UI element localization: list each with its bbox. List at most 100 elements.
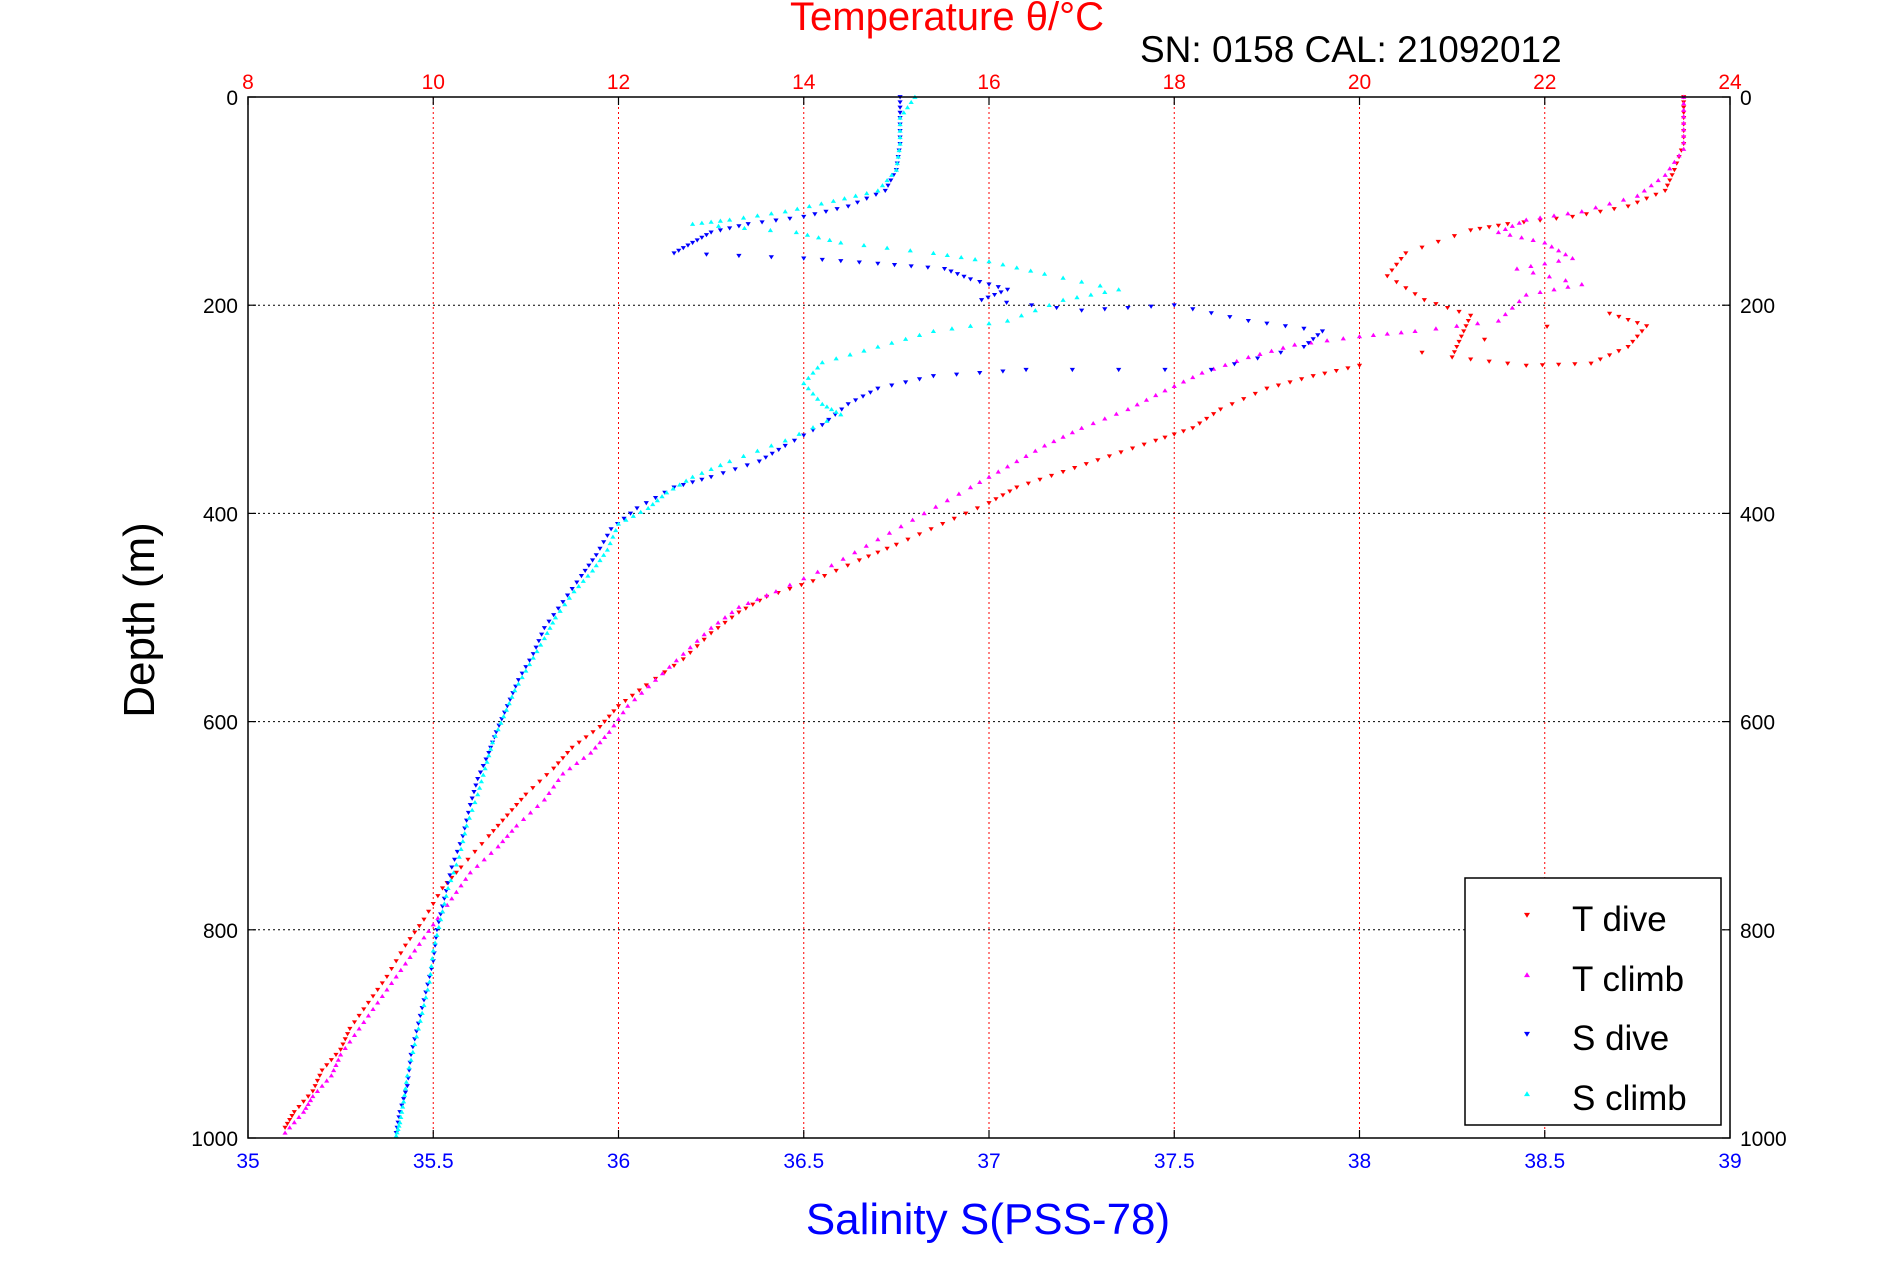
y-axis-title: Depth (m) <box>115 522 164 718</box>
data-point <box>467 870 473 875</box>
data-point <box>546 619 552 624</box>
data-point <box>296 1114 302 1119</box>
data-point <box>833 568 839 573</box>
data-point <box>342 1037 348 1042</box>
data-point <box>974 506 981 511</box>
data-point <box>467 803 473 808</box>
data-point <box>694 638 700 643</box>
data-point <box>699 220 705 225</box>
data-point <box>832 412 838 417</box>
data-point <box>1333 368 1339 374</box>
data-point <box>643 501 649 506</box>
data-point <box>504 813 510 818</box>
data-point <box>805 386 811 391</box>
data-point <box>519 671 525 676</box>
data-point <box>1287 380 1293 385</box>
data-point <box>1551 287 1557 292</box>
data-point <box>717 462 723 468</box>
data-point <box>671 251 677 256</box>
data-point <box>551 766 557 771</box>
data-point <box>589 558 596 563</box>
data-point <box>335 1057 341 1062</box>
data-point <box>951 516 957 521</box>
data-point <box>1060 297 1066 302</box>
data-point <box>555 606 561 611</box>
data-point <box>425 987 431 992</box>
data-point <box>897 115 903 120</box>
data-point <box>1079 308 1085 313</box>
data-point <box>463 876 469 881</box>
data-point <box>1546 274 1552 279</box>
data-point <box>627 511 634 516</box>
data-point <box>810 425 816 430</box>
data-point <box>703 252 710 257</box>
data-point <box>944 498 950 503</box>
data-point <box>463 818 470 823</box>
data-point <box>574 580 580 585</box>
data-point <box>1060 469 1066 475</box>
data-point <box>694 238 700 243</box>
data-point <box>805 375 811 380</box>
data-point <box>1384 331 1390 336</box>
data-point <box>1393 262 1400 267</box>
data-point <box>472 849 478 855</box>
data-point <box>978 298 985 303</box>
data-point <box>891 263 898 268</box>
data-point <box>287 1125 293 1130</box>
data-point <box>1403 286 1409 291</box>
data-point <box>903 336 909 341</box>
data-point <box>763 455 769 460</box>
salinity-tick-label: 38.5 <box>1524 1150 1565 1173</box>
data-point <box>1509 305 1515 310</box>
data-point <box>853 193 859 198</box>
data-point <box>408 1052 414 1058</box>
data-point <box>1171 432 1177 437</box>
data-point <box>754 596 761 602</box>
data-point <box>1282 324 1288 329</box>
data-point <box>319 1068 325 1073</box>
data-point <box>756 459 762 464</box>
data-point <box>1588 361 1594 366</box>
data-point <box>664 490 670 495</box>
data-point <box>550 620 556 625</box>
data-point <box>449 896 455 901</box>
data-point <box>541 626 547 631</box>
data-point <box>1280 345 1286 350</box>
data-point <box>1641 188 1647 193</box>
chart-subtitle: SN: 0158 CAL: 21092012 <box>1140 29 1562 70</box>
data-point <box>340 1042 346 1047</box>
data-point <box>916 532 923 537</box>
data-point <box>1148 304 1154 309</box>
data-point <box>759 220 765 225</box>
data-point <box>673 658 679 663</box>
salinity-tick-label: 38 <box>1348 1150 1371 1173</box>
data-point <box>744 463 750 468</box>
data-point <box>1046 302 1052 308</box>
data-point <box>1025 481 1031 486</box>
data-point <box>828 406 835 412</box>
data-point <box>963 511 969 516</box>
data-point <box>1324 338 1330 343</box>
data-point <box>527 810 534 815</box>
data-point <box>815 569 821 574</box>
data-point <box>453 889 460 894</box>
data-point <box>602 734 608 740</box>
legend-label-t-dive: T dive <box>1572 900 1667 939</box>
data-point <box>611 709 617 714</box>
data-point <box>671 663 677 668</box>
data-point <box>305 1094 311 1099</box>
data-point <box>1095 458 1101 463</box>
data-point <box>1028 268 1034 273</box>
data-point <box>526 662 533 667</box>
data-point <box>1245 318 1251 324</box>
depth-tick-label-right: 400 <box>1740 503 1775 526</box>
data-point <box>1370 332 1376 337</box>
data-point <box>796 431 802 436</box>
data-point <box>666 664 673 669</box>
data-point <box>819 360 825 365</box>
data-point <box>388 980 395 985</box>
data-point <box>845 204 851 209</box>
data-point <box>889 340 895 345</box>
data-point <box>1481 337 1488 342</box>
series-s-dive <box>393 95 1326 1136</box>
